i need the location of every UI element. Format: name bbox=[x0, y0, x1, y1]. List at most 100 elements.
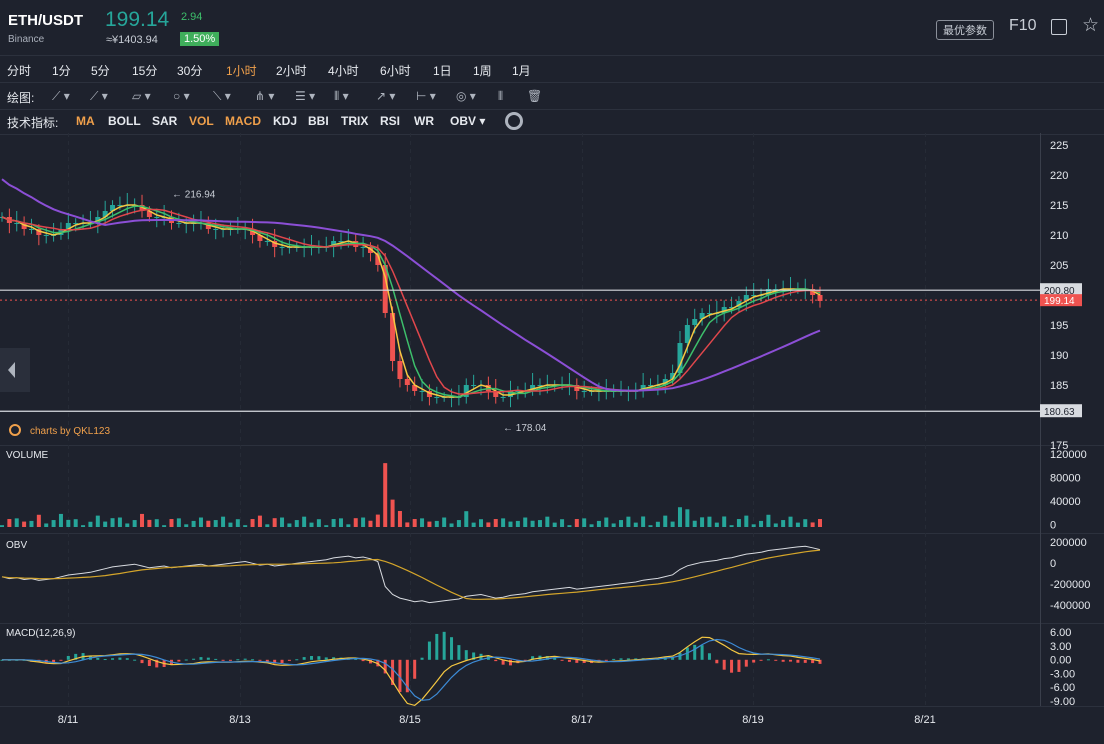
interval-10[interactable]: 1周 bbox=[473, 64, 492, 78]
volume-bar bbox=[545, 516, 550, 527]
volume-bar bbox=[81, 525, 86, 527]
volume-bar bbox=[582, 518, 587, 527]
star-icon[interactable]: ☆ bbox=[1082, 15, 1100, 36]
candle-body bbox=[574, 385, 580, 391]
indicator-8[interactable]: RSI bbox=[380, 114, 401, 128]
ray-icon[interactable]: ⟋ ▾ bbox=[90, 89, 108, 103]
indicator-6[interactable]: BBI bbox=[308, 114, 329, 128]
macd-hist-bar bbox=[133, 659, 137, 661]
interval-2[interactable]: 5分 bbox=[91, 64, 110, 78]
shape-icon[interactable]: ○ ▾ bbox=[173, 89, 190, 103]
obv-label: OBV bbox=[6, 540, 27, 551]
chart-svg[interactable]: 8/11 8/13 8/15 8/17 8/19 8/21 225 220 215 210 205 1… bbox=[0, 133, 1104, 741]
expand-icon[interactable] bbox=[1051, 19, 1067, 35]
fib-icon[interactable]: ⟍ ▾ bbox=[213, 89, 231, 103]
change-percent-badge: 1.50% bbox=[180, 32, 220, 46]
candle-body bbox=[43, 235, 49, 236]
macd-hist-bar bbox=[420, 657, 424, 660]
pitchfork-icon[interactable]: ⋔ ▾ bbox=[255, 89, 275, 103]
macd-hist-bar bbox=[693, 644, 697, 660]
macd-hist-bar bbox=[789, 659, 793, 662]
interval-11[interactable]: 1月 bbox=[512, 64, 531, 78]
candle-body bbox=[706, 313, 712, 314]
interval-3[interactable]: 15分 bbox=[132, 64, 158, 78]
macd-hist-bar bbox=[147, 659, 151, 666]
gann-icon[interactable]: ☰ ▾ bbox=[295, 89, 316, 103]
macd-hist-bar bbox=[612, 658, 616, 660]
annotation-icon[interactable]: ◎ ▾ bbox=[456, 89, 476, 103]
volume-bar bbox=[574, 519, 579, 527]
indicator-0[interactable]: MA bbox=[76, 114, 95, 128]
volume-bar bbox=[619, 520, 624, 527]
macd-hist-bar bbox=[265, 659, 269, 662]
arrow-icon[interactable]: ↗ ▾ bbox=[376, 89, 396, 103]
candle-body bbox=[530, 385, 536, 391]
candle-body bbox=[684, 325, 690, 343]
gear-icon[interactable] bbox=[505, 112, 523, 130]
volume-bar bbox=[287, 523, 292, 527]
volume-bar bbox=[412, 519, 417, 527]
indicator-7[interactable]: TRIX bbox=[341, 114, 369, 128]
candle-body bbox=[272, 241, 278, 247]
macd-hist-bar bbox=[111, 658, 115, 660]
volume-bar bbox=[176, 518, 181, 527]
interval-0[interactable]: 分时 bbox=[7, 64, 32, 78]
macd-hist-bar bbox=[560, 659, 564, 661]
channel-icon[interactable]: ▱ ▾ bbox=[132, 89, 151, 103]
candle-body bbox=[419, 391, 425, 392]
candle-body bbox=[677, 343, 683, 373]
indicator-9[interactable]: WR bbox=[414, 114, 434, 128]
macd-hist-bar bbox=[501, 659, 505, 665]
volume-bar bbox=[670, 521, 675, 527]
volume-tick-label: 40000 bbox=[1050, 496, 1081, 508]
volume-bar bbox=[324, 525, 329, 527]
last-price: 199.14 bbox=[105, 8, 170, 31]
macd-hist-bar bbox=[494, 659, 498, 662]
candle-body bbox=[110, 205, 116, 211]
volume-bar bbox=[655, 521, 660, 527]
indicator-10[interactable]: OBV ▾ bbox=[450, 114, 486, 128]
volume-bar bbox=[729, 525, 734, 527]
interval-5[interactable]: 1小时 bbox=[226, 64, 257, 78]
volume-bar bbox=[537, 520, 542, 527]
level-label: 180.63 bbox=[1044, 407, 1075, 418]
interval-4[interactable]: 30分 bbox=[177, 64, 203, 78]
indicator-4[interactable]: MACD bbox=[225, 114, 261, 128]
obv-tick-label: -200000 bbox=[1050, 579, 1090, 591]
candle-body bbox=[338, 241, 344, 242]
indicator-2[interactable]: SAR bbox=[152, 114, 178, 128]
price-change: 2.94 bbox=[181, 11, 203, 23]
volume-bar bbox=[479, 519, 484, 527]
obv-signal-line bbox=[1, 549, 821, 600]
macd-hist-bar bbox=[464, 650, 468, 660]
candle-body bbox=[817, 295, 823, 301]
chart-type-icon[interactable]: ⫴ bbox=[498, 89, 504, 103]
chart-area[interactable]: 8/11 8/13 8/15 8/17 8/19 8/21 225 220 215 210 205 1… bbox=[0, 133, 1104, 741]
trash-icon[interactable]: 🗑 bbox=[527, 89, 543, 103]
volume-bar bbox=[530, 520, 535, 527]
optimal-params-button[interactable]: 最优参数 bbox=[936, 20, 994, 40]
volume-bar bbox=[648, 525, 653, 527]
macd-tick-label: 6.00 bbox=[1050, 627, 1071, 639]
indicator-5[interactable]: KDJ bbox=[273, 114, 298, 128]
interval-6[interactable]: 2小时 bbox=[276, 64, 307, 78]
interval-7[interactable]: 4小时 bbox=[328, 64, 359, 78]
symbol-title[interactable]: ETH/USDT bbox=[8, 12, 83, 29]
f10-button[interactable]: F10 bbox=[1009, 17, 1037, 34]
indicator-1[interactable]: BOLL bbox=[108, 114, 141, 128]
last-price-tag bbox=[1040, 294, 1082, 307]
interval-9[interactable]: 1日 bbox=[433, 64, 452, 78]
volume-bar bbox=[523, 517, 528, 527]
chevron-left-icon bbox=[8, 362, 15, 378]
macd-hist-bar bbox=[192, 658, 196, 660]
trend-line-icon[interactable]: ⟋ ▾ bbox=[52, 89, 70, 103]
volume-bar bbox=[442, 517, 447, 527]
macd-hist-bar bbox=[221, 659, 225, 661]
volume-bar bbox=[611, 523, 616, 527]
measure-icon[interactable]: ⊢ ▾ bbox=[416, 89, 436, 103]
macd-hist-bar bbox=[730, 659, 734, 673]
indicator-3[interactable]: VOL bbox=[189, 114, 214, 128]
grid-icon[interactable]: ⦀ ▾ bbox=[334, 89, 349, 103]
interval-8[interactable]: 6小时 bbox=[380, 64, 411, 78]
interval-1[interactable]: 1分 bbox=[52, 64, 71, 78]
